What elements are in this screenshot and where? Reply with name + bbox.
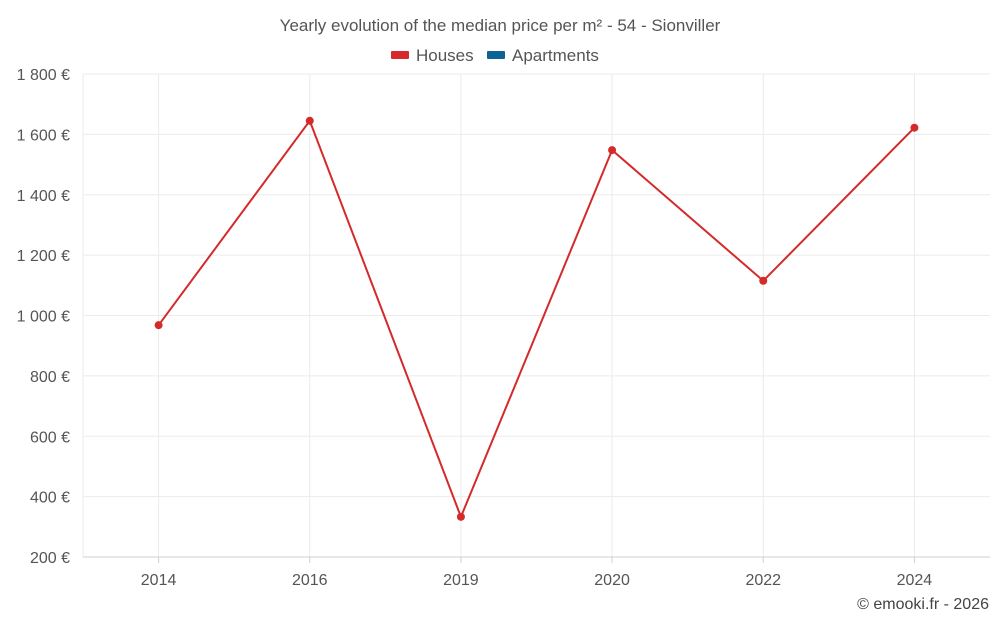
legend-label-apartments: Apartments <box>512 46 599 65</box>
y-tick-label: 1 600 € <box>17 127 70 144</box>
series <box>154 116 919 521</box>
data-point-houses[interactable] <box>305 116 314 125</box>
credit-text: © emooki.fr - 2026 <box>857 596 989 613</box>
y-tick-label: 800 € <box>30 369 70 386</box>
series-line-houses <box>157 119 916 518</box>
legend: Houses Apartments <box>391 46 599 65</box>
data-point-houses[interactable] <box>759 276 768 285</box>
y-tick-label: 1 000 € <box>17 309 70 326</box>
legend-item-apartments[interactable]: Apartments <box>487 46 599 65</box>
x-tick-label: 2019 <box>443 572 479 589</box>
y-tick-label: 1 400 € <box>17 188 70 205</box>
y-tick-label: 600 € <box>30 429 70 446</box>
data-point-houses[interactable] <box>154 321 163 330</box>
x-tick-label: 2024 <box>897 572 933 589</box>
y-tick-label: 1 800 € <box>17 67 70 84</box>
legend-swatch-apartments <box>487 51 505 59</box>
data-point-houses[interactable] <box>910 123 919 132</box>
x-tick-label: 2014 <box>141 572 177 589</box>
x-tick-label: 2022 <box>745 572 781 589</box>
legend-item-houses[interactable]: Houses <box>391 46 474 65</box>
y-tick-label: 400 € <box>30 490 70 507</box>
data-point-houses[interactable] <box>456 512 465 521</box>
grid <box>82 73 990 557</box>
legend-label-houses: Houses <box>416 46 474 65</box>
y-tick-label: 1 200 € <box>17 248 70 265</box>
legend-swatch-houses <box>391 51 409 59</box>
x-tick-label: 2020 <box>594 572 630 589</box>
axes: 200 € 400 € 600 € 800 € 1 000 € 1 200 € 1 400 … <box>17 67 990 589</box>
chart-title: Yearly evolution of the median price per… <box>280 16 721 35</box>
x-tick-label: 2016 <box>292 572 328 589</box>
y-tick-label: 200 € <box>30 550 70 567</box>
data-point-houses[interactable] <box>608 146 617 155</box>
